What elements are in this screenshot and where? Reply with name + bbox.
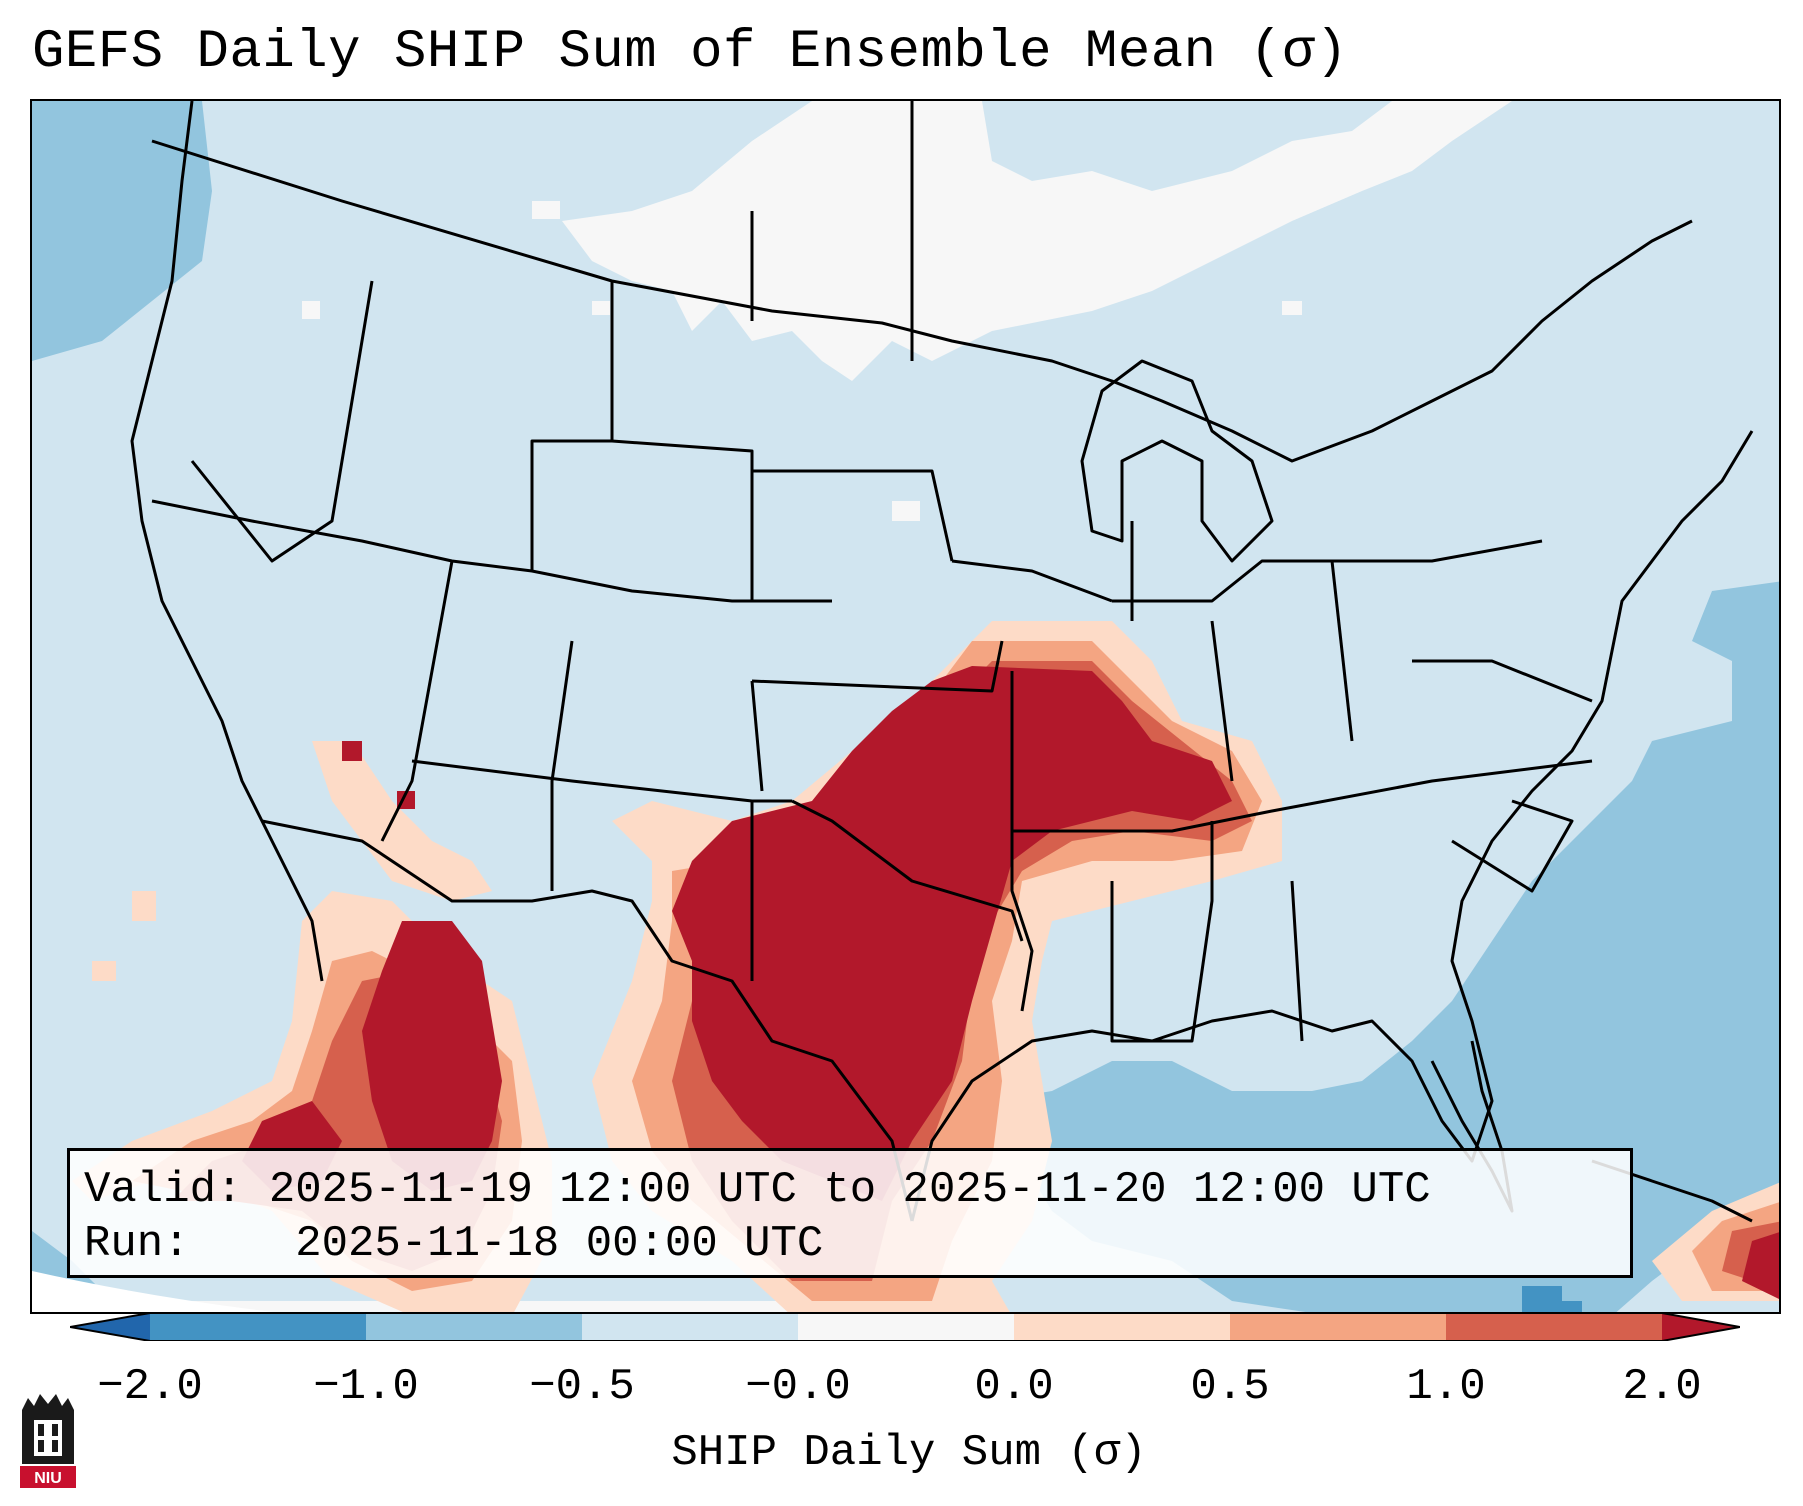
us-canada-border	[151, 139, 1693, 463]
colorbar-under-arrow	[70, 1313, 150, 1341]
map-title: GEFS Daily SHIP Sum of Ensemble Mean (σ)	[32, 22, 1349, 83]
state-line-17	[1112, 539, 1543, 603]
colorbar-bin-5	[1014, 1313, 1230, 1341]
colorbar-tick-label: 0.5	[1190, 1362, 1270, 1412]
colorbar-bin-2	[366, 1313, 582, 1341]
run-label: Run:	[84, 1219, 190, 1269]
colorbar-tick-label: −0.5	[529, 1362, 635, 1412]
colorbar-bin-4	[798, 1313, 1014, 1341]
state-line-7	[411, 759, 792, 803]
colorbar-tick-label: 0.0	[974, 1362, 1054, 1412]
colorbar-bin-6	[1230, 1313, 1446, 1341]
state-line-19	[1330, 560, 1354, 742]
projection-edge	[32, 1271, 274, 1312]
state-line-1	[190, 280, 374, 563]
state-line-16	[1210, 620, 1234, 782]
state-line-20	[1412, 659, 1593, 703]
colorbar-tick-label: −2.0	[97, 1362, 203, 1412]
state-line-21	[1451, 799, 1574, 893]
map-canvas	[32, 101, 1779, 1312]
strong-negative-patch	[1522, 1286, 1582, 1312]
state-borders	[130, 101, 1754, 1223]
state-line-2	[151, 499, 832, 603]
valid-label: Valid:	[84, 1165, 243, 1215]
colorbar	[70, 1313, 1740, 1341]
state-line-15	[1290, 880, 1304, 1042]
state-line-3	[380, 560, 454, 842]
great-lakes-outline	[1080, 359, 1274, 563]
state-line-13	[1012, 759, 1593, 833]
state-line-6	[550, 640, 574, 891]
pacific-coast	[130, 101, 324, 982]
colorbar-tick-label: 1.0	[1406, 1362, 1486, 1412]
colorbar-bin-1	[150, 1313, 366, 1341]
state-line-11	[791, 799, 1024, 942]
colorbar-tick-label: −0.0	[745, 1362, 851, 1412]
colorbar-over-arrow	[1662, 1313, 1740, 1341]
colorbar-bin-3	[582, 1313, 798, 1341]
state-line-9	[751, 640, 1004, 693]
state-line-8	[750, 680, 764, 792]
colorbar-label: SHIP Daily Sum (σ)	[671, 1428, 1147, 1478]
state-line-18	[951, 559, 1113, 603]
colorbar-tick-label: 2.0	[1622, 1362, 1702, 1412]
logo-text: NIU	[34, 1470, 62, 1487]
map-panel	[30, 99, 1781, 1314]
university-tower-icon: NIU	[20, 1394, 76, 1488]
validity-info-box: Valid: 2025-11-19 12:00 UTC to 2025-11-2…	[67, 1148, 1633, 1278]
colorbar-bin-7	[1446, 1313, 1662, 1341]
state-line-5	[750, 469, 954, 601]
state-line-14	[1110, 821, 1214, 1043]
run-time: 2025-11-18 00:00 UTC	[295, 1219, 824, 1269]
state-line-12	[1010, 671, 1034, 1012]
colorbar-tick-label: −1.0	[313, 1362, 419, 1412]
us-mexico-border	[261, 819, 914, 1222]
valid-time-range: 2025-11-19 12:00 UTC to 2025-11-20 12:00…	[268, 1165, 1431, 1215]
